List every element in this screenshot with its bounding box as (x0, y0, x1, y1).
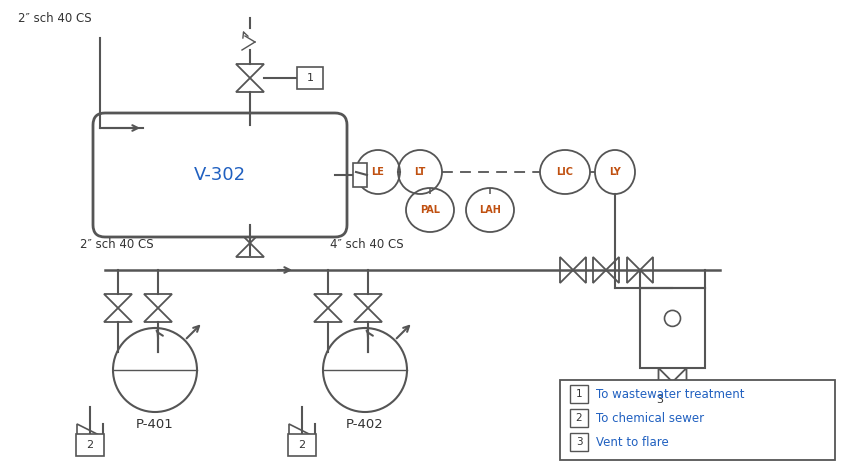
Text: LY: LY (608, 167, 620, 177)
Bar (569, 409, 587, 427)
Text: LAH: LAH (479, 205, 500, 215)
Bar (288, 434, 315, 456)
Text: 2: 2 (575, 413, 582, 423)
Text: PAL: PAL (419, 205, 440, 215)
Text: 2″ sch 40 CS: 2″ sch 40 CS (80, 238, 153, 251)
Text: To wastewater treatment: To wastewater treatment (596, 387, 744, 400)
FancyBboxPatch shape (93, 113, 347, 237)
Text: To chemical sewer: To chemical sewer (596, 412, 703, 424)
Text: V-302: V-302 (193, 166, 245, 184)
Text: P-402: P-402 (346, 418, 383, 431)
Bar (639, 288, 704, 368)
Text: 4″ sch 40 CS: 4″ sch 40 CS (330, 238, 403, 251)
Bar (569, 385, 587, 403)
Text: 2: 2 (298, 440, 305, 450)
Text: 2″ sch 40 CS: 2″ sch 40 CS (18, 12, 91, 25)
Text: LE: LE (371, 167, 384, 177)
Bar (645, 389, 673, 411)
Bar (296, 67, 323, 89)
Text: Vent to flare: Vent to flare (596, 436, 668, 448)
Text: 1: 1 (575, 389, 582, 399)
Text: LIC: LIC (556, 167, 573, 177)
Text: P-401: P-401 (136, 418, 174, 431)
Text: LT: LT (414, 167, 425, 177)
Bar (76, 434, 104, 456)
Text: 3: 3 (656, 395, 663, 405)
Text: 3: 3 (575, 437, 582, 447)
Bar (569, 433, 587, 451)
Text: 1: 1 (306, 73, 314, 83)
Bar (560, 380, 834, 460)
Bar (353, 163, 366, 187)
Text: 2: 2 (86, 440, 94, 450)
